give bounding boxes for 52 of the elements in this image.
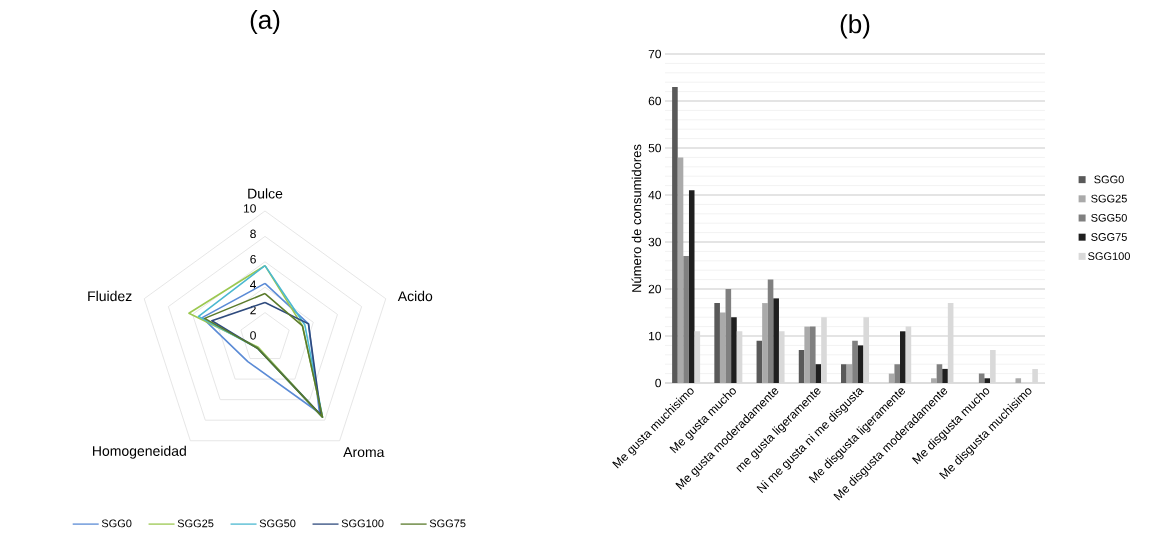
bar	[846, 364, 853, 383]
spoke-label: Acido	[397, 290, 433, 302]
chart-title: (b)	[840, 14, 870, 39]
y-tick-label: 30	[648, 237, 662, 247]
y-tick-label: 60	[648, 96, 662, 106]
y-tick-label: 10	[649, 331, 662, 341]
spoke-label: Dulce	[248, 188, 283, 199]
legend-label: SGG25	[1091, 194, 1127, 203]
bar	[809, 326, 816, 383]
bar	[731, 317, 737, 383]
bar	[942, 368, 948, 383]
bar	[936, 364, 943, 383]
bar	[683, 256, 689, 383]
legend-label: SGG100	[341, 519, 384, 528]
y-tick-label: 20	[648, 284, 662, 294]
legend-label: SGG75	[1091, 233, 1127, 241]
bar	[815, 364, 822, 383]
y-tick-label: 50	[648, 143, 662, 153]
bar	[688, 190, 695, 383]
y-tick-label: 8	[250, 229, 256, 239]
legend-label: SGG50	[1091, 213, 1127, 222]
y-axis-title: Número de consumidores	[631, 144, 642, 292]
y-tick-label: 0	[250, 331, 256, 340]
legend-label: SGG0	[101, 519, 132, 528]
bar	[931, 378, 937, 383]
legend-label: SGG75	[429, 519, 466, 528]
spoke-label: Homogeneidad	[93, 445, 186, 459]
legend-label: SGG25	[177, 519, 214, 528]
bar	[714, 303, 720, 383]
bar	[1015, 378, 1022, 383]
bar	[719, 312, 726, 383]
y-tick-label: 6	[250, 255, 256, 264]
legend-label: SGG0	[1094, 175, 1124, 184]
legend-label: SGG100	[1088, 252, 1130, 261]
y-tick-label: 0	[655, 378, 662, 388]
spoke-label: Aroma	[343, 447, 385, 458]
bar	[798, 350, 805, 383]
y-tick-label: 40	[648, 190, 662, 200]
bar	[672, 86, 678, 383]
chart-title: (a)	[250, 9, 280, 35]
y-tick-label: 70	[648, 49, 662, 59]
y-tick-label: 4	[250, 280, 257, 289]
y-tick-label: 10	[243, 204, 256, 213]
bar	[852, 340, 858, 383]
bar	[841, 364, 847, 383]
bar	[857, 345, 864, 383]
bar	[900, 331, 906, 383]
spoke-label: Fluidez	[88, 290, 132, 302]
bar	[894, 364, 901, 383]
bar	[773, 298, 779, 383]
bar	[984, 378, 991, 383]
legend-label: SGG50	[259, 519, 296, 528]
